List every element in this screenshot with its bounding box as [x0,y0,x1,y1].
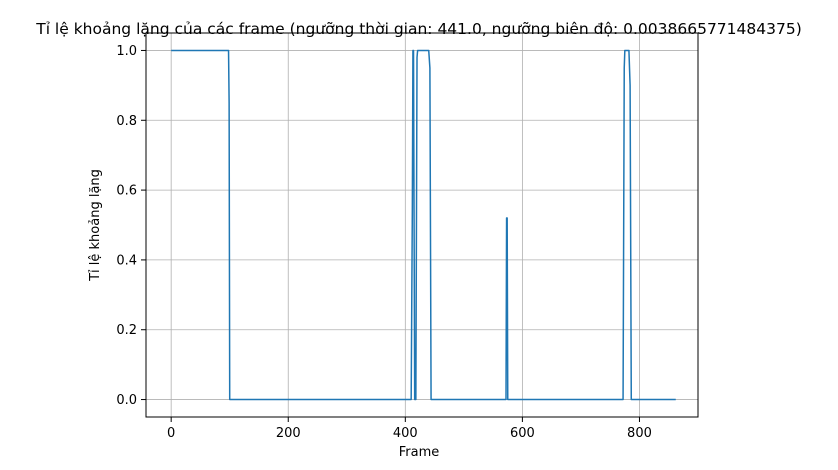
y-axis-ticks: 0.0 0.2 0.4 0.6 0.8 1.0 [116,44,146,408]
y-tick-label: 0.0 [116,393,137,408]
x-axis-ticks: 0 200 400 600 800 [167,417,652,441]
y-tick-label: 0.4 [116,253,137,268]
y-tick-label: 0.6 [116,184,137,199]
chart-title: Tỉ lệ khoảng lặng của các frame (ngưỡng … [35,20,802,38]
y-tick-label: 0.8 [116,114,137,129]
plot-frame [145,32,699,418]
x-axis-title: Frame [399,445,440,460]
y-tick-label: 1.0 [116,44,137,59]
x-tick-label: 800 [627,426,652,441]
x-tick-label: 600 [510,426,535,441]
x-tick-label: 0 [167,426,175,441]
series-line [171,49,676,401]
series-layer [171,49,676,401]
x-tick-label: 200 [276,426,301,441]
y-tick-label: 0.2 [116,323,137,338]
y-axis-title: Tỉ lệ khoảng lặng [88,169,103,282]
x-tick-label: 400 [393,426,418,441]
